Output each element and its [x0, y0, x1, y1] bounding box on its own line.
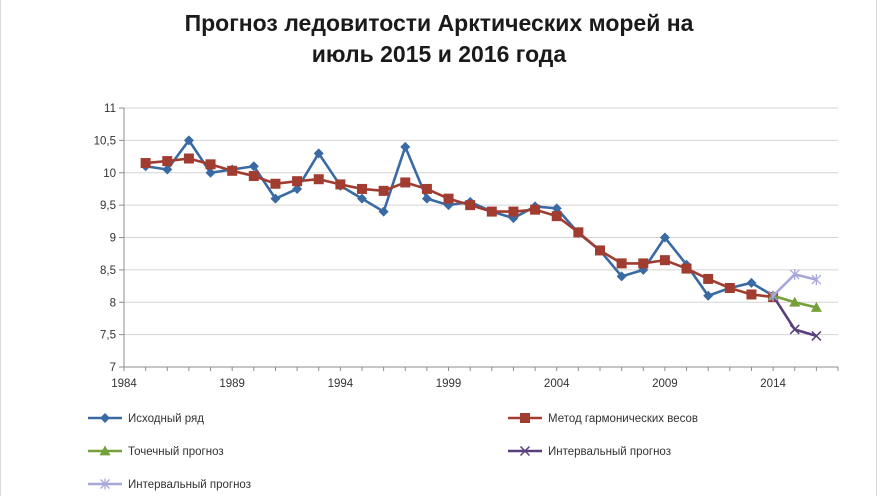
- data-point: [659, 232, 670, 243]
- data-point: [573, 227, 584, 238]
- data-point: [508, 206, 519, 217]
- y-tick-label: 10: [103, 168, 116, 180]
- data-point: [746, 277, 757, 288]
- data-point: [659, 255, 670, 266]
- data-point: [313, 174, 324, 185]
- data-point: [486, 206, 497, 217]
- legend-item: Метод гармонических весов: [508, 413, 698, 425]
- legend-label: Исходный ряд: [128, 413, 204, 425]
- legend-marker: [519, 445, 531, 457]
- x-tick-label: 2009: [652, 378, 678, 390]
- legend-marker: [100, 478, 110, 490]
- data-point: [335, 179, 346, 190]
- data-point: [789, 268, 800, 280]
- data-point: [400, 177, 411, 188]
- legend-label: Метод гармонических весов: [548, 413, 698, 425]
- y-tick-label: 8,5: [100, 265, 116, 277]
- data-point: [205, 167, 216, 178]
- data-point: [465, 200, 476, 211]
- legend-item: Точечный прогноз: [88, 445, 224, 458]
- x-tick-label: 1999: [436, 378, 462, 390]
- chart-title-line-2: июль 2015 и 2016 года: [311, 41, 567, 67]
- legend-marker: [100, 413, 110, 423]
- data-point: [357, 193, 367, 204]
- y-tick-label: 8: [110, 297, 116, 309]
- legend-label: Интервальный прогноз: [548, 446, 671, 458]
- data-point: [270, 193, 281, 204]
- data-point: [162, 156, 173, 167]
- legend-label: Интервальный прогноз: [128, 479, 251, 491]
- y-tick-label: 7,5: [100, 330, 116, 342]
- legend-item: Интервальный прогноз: [88, 478, 251, 491]
- y-tick-label: 9,5: [100, 200, 116, 212]
- x-tick-label: 2014: [760, 378, 786, 390]
- data-point: [421, 193, 432, 204]
- data-point: [400, 141, 411, 152]
- data-point: [551, 203, 562, 214]
- data-point: [616, 271, 627, 282]
- data-point: [162, 164, 173, 175]
- data-point: [789, 296, 801, 307]
- series-1: [140, 135, 779, 301]
- data-point: [183, 153, 194, 164]
- data-point: [811, 274, 822, 286]
- data-point: [421, 183, 432, 194]
- data-point: [248, 161, 259, 172]
- data-point: [810, 301, 822, 312]
- x-tick-label: 1989: [219, 378, 245, 390]
- legend-label: Точечный прогноз: [128, 446, 224, 458]
- series-line: [145, 157, 774, 299]
- x-tick-label: 2004: [544, 378, 570, 390]
- data-point: [703, 273, 714, 284]
- grid: [124, 107, 838, 368]
- data-point: [140, 158, 151, 169]
- data-point: [378, 206, 389, 217]
- series-5: [768, 268, 822, 302]
- data-point: [595, 245, 605, 256]
- data-point: [616, 258, 627, 269]
- data-point: [313, 148, 324, 159]
- axes: 7 7,5 8 8,5 9 9,5 10 10,5 11 1984 1989 1994 1999 2004…: [94, 103, 839, 390]
- y-tick-label: 9: [110, 233, 116, 245]
- legend-item: Интервальный прогноз: [508, 445, 671, 458]
- data-point: [768, 290, 779, 302]
- data-point: [811, 330, 822, 341]
- legend: Исходный ряд Метод гармонических весов Точ…: [88, 413, 698, 491]
- data-point: [270, 178, 281, 189]
- y-tick-label: 7: [110, 362, 116, 374]
- legend-marker: [520, 413, 530, 423]
- data-point: [443, 193, 454, 204]
- data-point: [530, 204, 541, 215]
- data-point: [292, 183, 303, 194]
- y-tick-label: 11: [104, 103, 116, 115]
- data-point: [551, 211, 562, 222]
- x-tick-label: 1994: [328, 378, 354, 390]
- legend-marker: [99, 445, 111, 456]
- data-point: [357, 183, 367, 194]
- data-point: [378, 185, 389, 196]
- series-group: [140, 135, 822, 341]
- data-point: [227, 165, 238, 176]
- data-point: [724, 283, 735, 294]
- data-point: [703, 290, 714, 301]
- data-point: [746, 289, 757, 300]
- series-line: [145, 139, 774, 298]
- x-tick-label: 1984: [111, 378, 137, 390]
- data-point: [248, 170, 259, 181]
- chart-title: Прогноз ледовитости Арктических морей на…: [0, 8, 878, 70]
- y-tick-label: 10,5: [94, 135, 116, 147]
- legend-item: Исходный ряд: [88, 413, 204, 425]
- data-point: [681, 263, 692, 274]
- data-point: [292, 176, 303, 187]
- series-2: [140, 153, 779, 303]
- data-point: [789, 324, 800, 335]
- data-point: [638, 258, 649, 269]
- data-point: [183, 135, 194, 146]
- data-point: [205, 159, 216, 170]
- chart-title-line-1: Прогноз ледовитости Арктических морей на: [184, 10, 694, 36]
